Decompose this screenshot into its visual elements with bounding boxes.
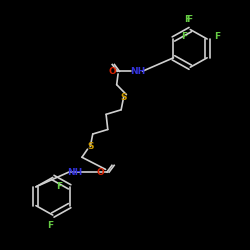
Text: NH: NH bbox=[68, 168, 82, 176]
Text: F: F bbox=[47, 221, 53, 230]
Text: S: S bbox=[87, 142, 94, 151]
Text: F: F bbox=[182, 32, 188, 41]
Text: F: F bbox=[186, 15, 192, 24]
Text: F: F bbox=[184, 15, 190, 24]
Text: S: S bbox=[120, 93, 127, 102]
Text: O: O bbox=[96, 168, 104, 176]
Text: NH: NH bbox=[130, 67, 145, 76]
Text: F: F bbox=[56, 182, 62, 191]
Text: F: F bbox=[214, 32, 221, 41]
Text: O: O bbox=[108, 67, 116, 76]
